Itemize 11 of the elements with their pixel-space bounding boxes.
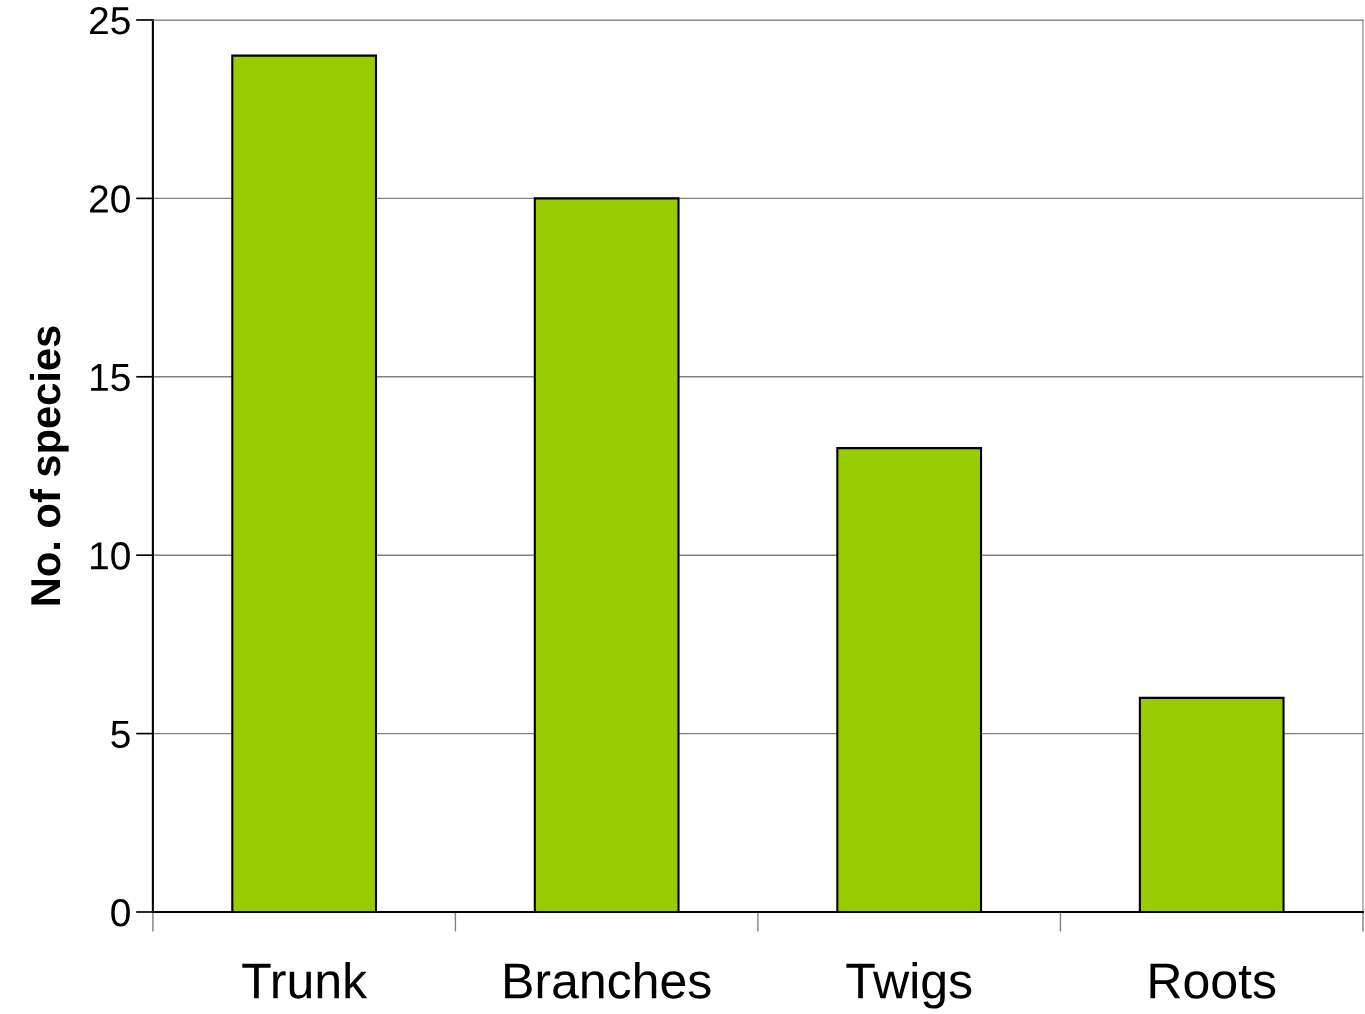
y-tick-label: 20 [90,185,130,213]
x-tick-label: Trunk [242,961,368,999]
y-tick-label: 10 [91,542,130,570]
y-tick-label: 25 [90,6,130,35]
y-axis-title: No. of species [29,326,69,605]
x-tick-label: Branches [505,961,711,999]
y-tick-label: 5 [111,720,130,749]
y-tick-label: 15 [91,364,130,392]
x-tick-label: Roots [1150,963,1276,999]
y-tick-label: 0 [111,898,130,927]
x-tick-label: Twigs [846,961,972,1009]
